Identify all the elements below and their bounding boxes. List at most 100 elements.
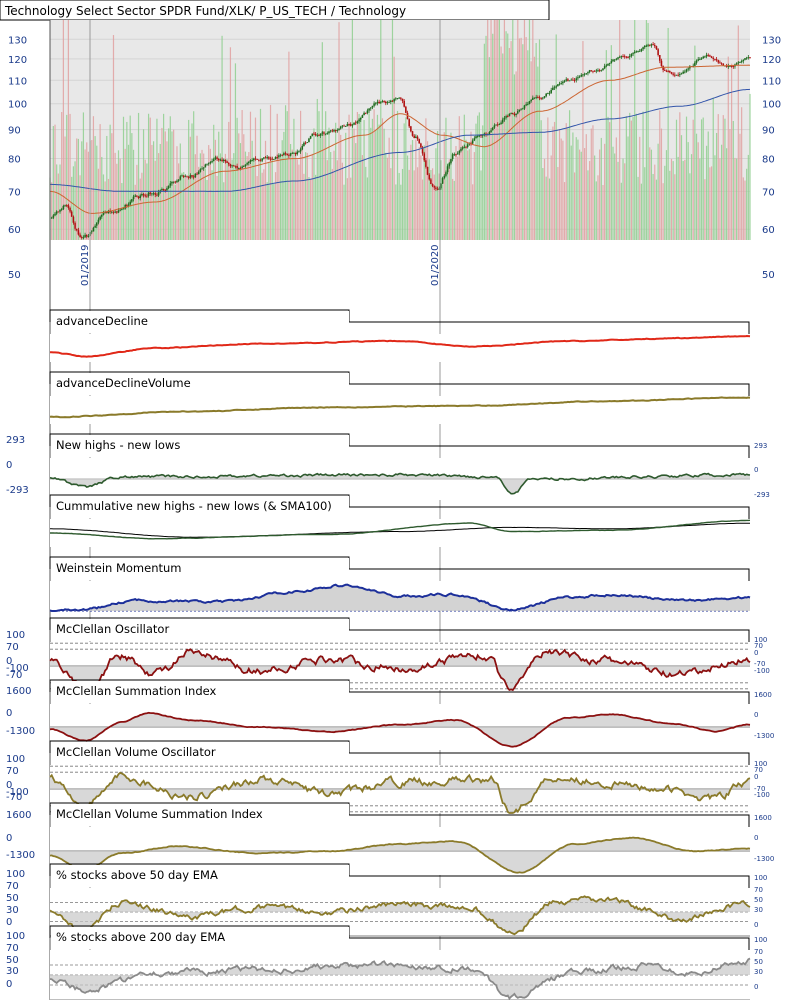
volume-bar bbox=[248, 152, 250, 240]
candle-body bbox=[515, 113, 517, 116]
candle-body bbox=[141, 194, 143, 196]
volume-bar bbox=[717, 114, 719, 240]
candle-body bbox=[87, 236, 90, 237]
volume-bar bbox=[535, 43, 537, 240]
candle-body bbox=[428, 174, 431, 180]
candle-body bbox=[607, 63, 609, 66]
volume-bar bbox=[525, 37, 527, 240]
candle-body bbox=[144, 195, 147, 197]
volume-bar bbox=[385, 152, 387, 240]
volume-bar bbox=[139, 178, 141, 240]
volume-bar bbox=[452, 178, 454, 240]
candle-body bbox=[137, 196, 140, 199]
volume-bar bbox=[715, 132, 718, 240]
volume-bar bbox=[72, 166, 74, 240]
volume-bar bbox=[674, 174, 676, 240]
volume-bar bbox=[76, 138, 78, 240]
candle-body bbox=[670, 72, 673, 74]
volume-bar bbox=[370, 127, 372, 240]
candle-body bbox=[60, 209, 63, 210]
volume-bar bbox=[570, 145, 572, 240]
mcclellan-summation-line bbox=[49, 711, 751, 748]
volume-bar bbox=[610, 45, 612, 240]
candle-body bbox=[749, 57, 751, 59]
volume-bar bbox=[355, 143, 357, 240]
volume-bar bbox=[328, 127, 330, 240]
candle-body bbox=[491, 127, 494, 131]
candle-body bbox=[232, 165, 235, 167]
candle-body bbox=[640, 49, 643, 52]
candle-body bbox=[217, 158, 220, 161]
volume-bar bbox=[726, 148, 728, 240]
mcclellan-volume-oscillator-line bbox=[49, 771, 751, 814]
candle-body bbox=[244, 164, 247, 167]
volume-bar bbox=[416, 167, 419, 240]
x-tick-label: 01/2019 bbox=[80, 244, 91, 286]
volume-bar bbox=[614, 153, 616, 240]
candle-body bbox=[364, 112, 367, 114]
candle-body bbox=[311, 133, 314, 136]
candle-body bbox=[627, 57, 629, 58]
candle-body bbox=[533, 97, 536, 99]
candle-body bbox=[286, 153, 289, 156]
volume-bar bbox=[271, 156, 273, 240]
volume-bar bbox=[649, 147, 651, 240]
candle-body bbox=[628, 56, 631, 58]
candle-body bbox=[293, 152, 295, 154]
volume-bar bbox=[64, 136, 66, 240]
candle-body bbox=[682, 71, 684, 74]
volume-bar bbox=[447, 163, 449, 240]
volume-bar bbox=[632, 116, 634, 240]
volume-bar bbox=[475, 123, 477, 240]
candle-body bbox=[266, 157, 268, 159]
volume-bar bbox=[356, 111, 358, 240]
volume-bar bbox=[517, 20, 519, 240]
volume-bar bbox=[420, 155, 422, 240]
volume-bar bbox=[142, 129, 145, 240]
candle-body bbox=[737, 62, 740, 64]
candle-body bbox=[77, 230, 80, 235]
price-tick-label-left: 50 bbox=[8, 270, 21, 281]
mcclellan-volume-summation-line bbox=[49, 836, 751, 874]
candle-body bbox=[648, 44, 651, 46]
candle-body bbox=[722, 63, 725, 66]
candle-body bbox=[55, 211, 58, 214]
candle-body bbox=[430, 179, 432, 185]
volume-bar bbox=[151, 144, 153, 240]
candle-body bbox=[490, 130, 492, 133]
volume-bar bbox=[161, 127, 163, 240]
price-tick-label-left: 120 bbox=[8, 55, 27, 66]
pct-above-200ema-fill bbox=[50, 958, 750, 999]
candle-body bbox=[583, 73, 586, 75]
candle-body bbox=[202, 167, 205, 169]
volume-bar bbox=[331, 168, 333, 240]
volume-bar bbox=[505, 31, 507, 240]
volume-bar bbox=[269, 104, 272, 240]
candle-body bbox=[189, 175, 192, 178]
volume-bar bbox=[430, 169, 432, 240]
candle-body bbox=[207, 162, 210, 164]
volume-bar bbox=[231, 159, 233, 240]
candle-body bbox=[231, 165, 233, 167]
volume-bar bbox=[468, 149, 470, 240]
volume-bar bbox=[284, 105, 287, 240]
candle-body bbox=[358, 119, 360, 122]
pct-above-200ema-tick-label-right: 100 bbox=[754, 936, 767, 944]
candle-body bbox=[191, 175, 193, 177]
mcclellan-oscillator-title-bg bbox=[51, 619, 349, 641]
volume-bar bbox=[423, 145, 425, 240]
volume-bar bbox=[204, 168, 206, 240]
volume-bar bbox=[647, 22, 649, 240]
volume-bar bbox=[595, 181, 597, 240]
candle-body bbox=[294, 152, 297, 155]
volume-bar bbox=[86, 142, 88, 240]
candle-body bbox=[460, 148, 462, 151]
candle-body bbox=[421, 147, 424, 154]
candle-body bbox=[401, 98, 404, 101]
candle-body bbox=[480, 135, 482, 137]
volume-bar bbox=[515, 71, 517, 240]
candle-body bbox=[129, 201, 131, 205]
volume-bar bbox=[425, 118, 427, 240]
candle-body bbox=[511, 113, 514, 115]
volume-bar bbox=[433, 174, 435, 240]
